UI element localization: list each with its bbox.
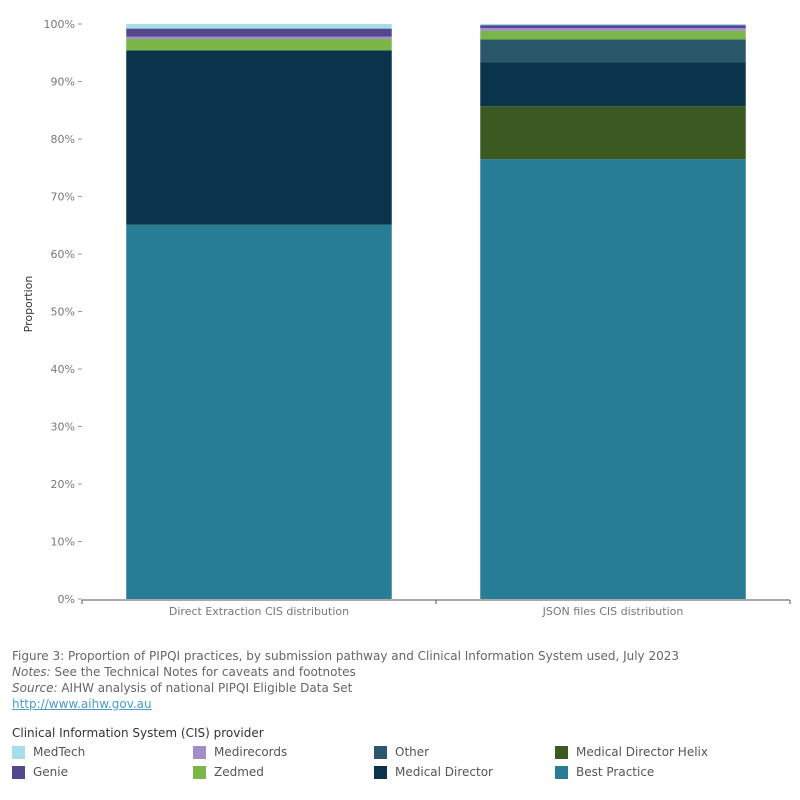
- bar-segment[interactable]: [126, 224, 392, 600]
- notes-text: See the Technical Notes for caveats and …: [50, 665, 356, 679]
- legend-swatch: [193, 765, 206, 779]
- legend: Clinical Information System (CIS) provid…: [12, 726, 792, 780]
- source-text: AIHW analysis of national PIPQI Eligible…: [57, 681, 353, 695]
- y-tick-label: 70%: [51, 191, 75, 204]
- bar-segment[interactable]: [480, 24, 746, 26]
- stacked-bar-chart: 0% 10% 20% 30% 40% 50% 60% 70% 80% 90% 100% Direct…: [22, 18, 791, 618]
- legend-label: Best Practice: [576, 765, 655, 779]
- legend-grid: MedTech Medirecords Other Medical Director …: [12, 744, 792, 780]
- bar-segment[interactable]: [480, 159, 746, 599]
- legend-swatch: [12, 765, 25, 779]
- source-line: Source: AIHW analysis of national PIPQI …: [12, 680, 679, 696]
- legend-item[interactable]: Best Practice: [555, 764, 736, 780]
- legend-swatch: [555, 745, 568, 759]
- legend-title: Clinical Information System (CIS) provid…: [12, 726, 264, 740]
- legend-swatch: [555, 765, 568, 779]
- bar-segment[interactable]: [480, 39, 746, 63]
- x-tick-label: JSON files CIS distribution: [542, 605, 684, 618]
- legend-item[interactable]: MedTech: [12, 744, 193, 760]
- x-tick-label: Direct Extraction CIS distribution: [169, 605, 349, 618]
- bar-segment[interactable]: [126, 38, 392, 51]
- legend-label: Genie: [33, 765, 69, 779]
- bar-segment[interactable]: [480, 28, 746, 31]
- legend-label: Medical Director Helix: [576, 745, 708, 759]
- y-tick-label: 80%: [51, 133, 75, 146]
- legend-label: Zedmed: [214, 765, 264, 779]
- y-tick-label: 90%: [51, 76, 75, 89]
- y-tick-label: 50%: [51, 306, 75, 319]
- bar-segment[interactable]: [126, 28, 392, 37]
- y-tick-label: 100%: [44, 18, 75, 31]
- y-tick-label: 20%: [51, 478, 75, 491]
- figure-notes: Figure 3: Proportion of PIPQI practices,…: [12, 648, 679, 712]
- bar-segment[interactable]: [480, 25, 746, 29]
- y-tick-label: 0%: [58, 593, 75, 606]
- legend-swatch: [193, 745, 206, 759]
- y-tick-label: 30%: [51, 421, 75, 434]
- legend-label: Other: [395, 745, 430, 759]
- legend-item[interactable]: Zedmed: [193, 764, 374, 780]
- legend-swatch: [12, 745, 25, 759]
- bar-segment[interactable]: [126, 36, 392, 39]
- aihw-link[interactable]: http://www.aihw.gov.au: [12, 697, 152, 711]
- bar-segment[interactable]: [480, 30, 746, 40]
- legend-swatch: [374, 745, 387, 759]
- bar-segment[interactable]: [480, 62, 746, 107]
- legend-item[interactable]: Medical Director Helix: [555, 744, 736, 760]
- bars: [126, 24, 746, 600]
- x-axis: Direct Extraction CIS distribution JSON f…: [81, 599, 791, 618]
- y-tick-label: 10%: [51, 536, 75, 549]
- legend-label: Medical Director: [395, 765, 493, 779]
- legend-swatch: [374, 765, 387, 779]
- y-axis: 0% 10% 20% 30% 40% 50% 60% 70% 80% 90% 100%: [44, 18, 82, 606]
- legend-item[interactable]: Genie: [12, 764, 193, 780]
- figure-caption: Figure 3: Proportion of PIPQI practices,…: [12, 649, 680, 663]
- legend-item[interactable]: Medical Director: [374, 764, 555, 780]
- legend-item[interactable]: Other: [374, 744, 555, 760]
- bar-segment[interactable]: [126, 50, 392, 225]
- notes-label: Notes:: [12, 665, 51, 679]
- legend-label: Medirecords: [214, 745, 288, 759]
- bar-segment[interactable]: [480, 106, 746, 160]
- bar-segment[interactable]: [126, 24, 392, 29]
- legend-item[interactable]: Medirecords: [193, 744, 374, 760]
- y-tick-label: 60%: [51, 248, 75, 261]
- notes-line: Notes: See the Technical Notes for cavea…: [12, 664, 679, 680]
- y-tick-label: 40%: [51, 363, 75, 376]
- y-axis-label: Proportion: [22, 276, 35, 333]
- legend-label: MedTech: [33, 745, 86, 759]
- source-label: Source:: [12, 681, 58, 695]
